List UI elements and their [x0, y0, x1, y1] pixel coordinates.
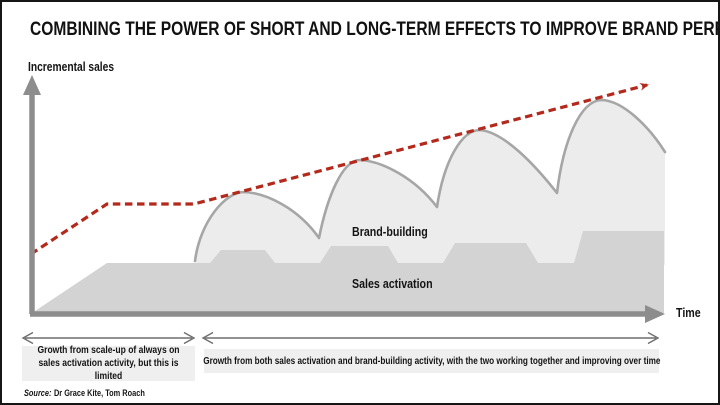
brand-building-outline — [193, 98, 667, 263]
y-axis-arrowhead-icon — [23, 75, 41, 95]
callout-right: Growth from both sales activation and br… — [202, 349, 661, 373]
sales-activation-label: Sales activation — [352, 276, 433, 291]
x-axis-label: Time — [676, 305, 701, 320]
source-prefix: Source: — [24, 388, 52, 398]
callout-left-text: Growth from scale-up of always on sales … — [37, 345, 180, 382]
callout-right-text: Growth from both sales activation and br… — [202, 355, 661, 367]
slide-title-text: COMBINING THE POWER OF SHORT AND LONG-TE… — [30, 19, 718, 40]
brand-building-area — [195, 100, 665, 265]
source-line: Source: Dr Grace Kite, Tom Roach — [24, 388, 171, 398]
callout-left: Growth from scale-up of always on sales … — [22, 345, 195, 382]
range-arrow-right — [201, 331, 660, 345]
trend-line — [30, 82, 649, 256]
sales-activation-area — [32, 231, 664, 313]
brand-building-label: Brand-building — [352, 224, 428, 239]
x-axis-arrowhead-icon — [645, 305, 665, 323]
slide-title: COMBINING THE POWER OF SHORT AND LONG-TE… — [30, 19, 718, 41]
y-axis-label: Incremental sales — [28, 60, 115, 74]
range-arrow-left — [21, 331, 196, 345]
source-text: Dr Grace Kite, Tom Roach — [53, 388, 145, 398]
